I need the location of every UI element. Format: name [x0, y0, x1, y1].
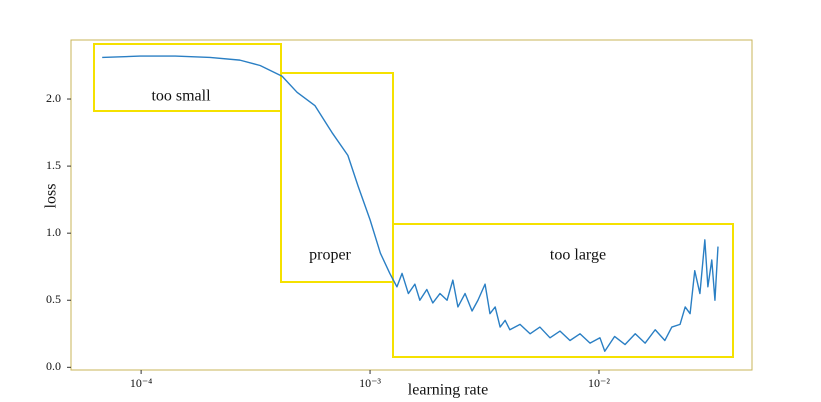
y-tick-label: 2.0 [46, 91, 61, 105]
y-tick-label: 0.0 [46, 359, 61, 373]
annotation-label: too large [550, 247, 606, 264]
y-tick-label: 1.0 [46, 225, 61, 239]
annotation-box [280, 72, 394, 283]
annotation-label: proper [309, 247, 351, 264]
x-tick-label: 10⁻² [588, 376, 610, 390]
x-tick-label: 10⁻⁴ [130, 376, 153, 390]
loss-line [102, 55, 719, 352]
plot-frame [70, 39, 753, 371]
x-axis-label: learning rate [408, 382, 488, 399]
y-tick-label: 0.5 [46, 292, 61, 306]
annotation-label: too small [151, 88, 211, 105]
x-tick-label: 10⁻³ [359, 376, 381, 390]
y-tick-label: 1.5 [46, 158, 61, 172]
y-axis-label: loss [43, 184, 60, 209]
annotation-box [392, 223, 734, 358]
